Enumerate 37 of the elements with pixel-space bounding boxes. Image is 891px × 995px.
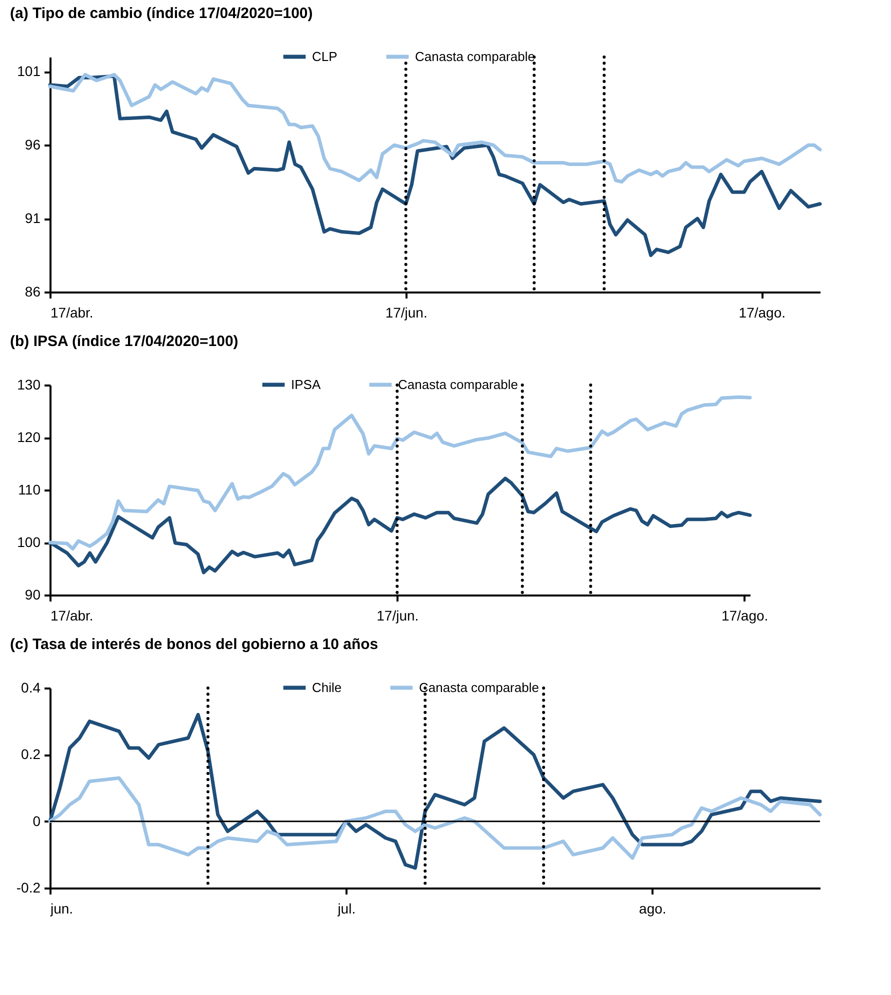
x-tick-label: 17/ago. <box>721 608 768 624</box>
legend-label: Canasta comparable <box>415 48 535 64</box>
x-tick-label: ago. <box>639 900 666 916</box>
chart-title: (c) Tasa de interés de bonos del gobierno a 10 años <box>10 636 378 653</box>
y-tick-label: 100 <box>17 534 41 550</box>
x-tick-label: jul. <box>336 900 356 916</box>
y-tick-label: 96 <box>24 136 41 153</box>
y-tick-label: 90 <box>24 586 41 602</box>
legend-label: IPSA <box>291 376 321 392</box>
y-tick-label: 86 <box>24 284 41 300</box>
legend-label: Canasta comparable <box>419 680 539 695</box>
y-tick-label: 110 <box>18 482 41 498</box>
legend-label: Canasta comparable <box>398 376 518 392</box>
y-tick-label: 0.2 <box>21 746 41 762</box>
line-series <box>48 776 822 860</box>
y-tick-label: 91 <box>24 210 41 226</box>
y-tick-label: 0.4 <box>21 680 41 696</box>
x-tick-label: 17/abr. <box>50 304 94 320</box>
line-series <box>48 712 822 870</box>
line-series <box>48 74 822 258</box>
y-tick-label: 120 <box>17 429 41 445</box>
legend-label: CLP <box>312 48 338 64</box>
chart-title: (a) Tipo de cambio (índice 17/04/2020=100) <box>10 5 313 22</box>
x-tick-label: 17/ago. <box>738 304 786 320</box>
line-series <box>48 395 752 551</box>
x-tick-label: 17/abr. <box>50 608 94 624</box>
x-tick-label: 17/jun. <box>385 304 428 320</box>
line-series <box>48 476 752 574</box>
y-tick-label: -0.2 <box>16 880 41 896</box>
y-tick-label: 130 <box>17 376 41 392</box>
line-series <box>48 72 822 184</box>
chart-title: (b) IPSA (índice 17/04/2020=100) <box>10 333 238 350</box>
legend-label: Chile <box>312 680 342 695</box>
x-tick-label: 17/jun. <box>376 608 419 624</box>
y-tick-label: 0 <box>32 812 41 829</box>
x-tick-label: jun. <box>50 900 74 916</box>
y-tick-label: 101 <box>17 63 41 80</box>
